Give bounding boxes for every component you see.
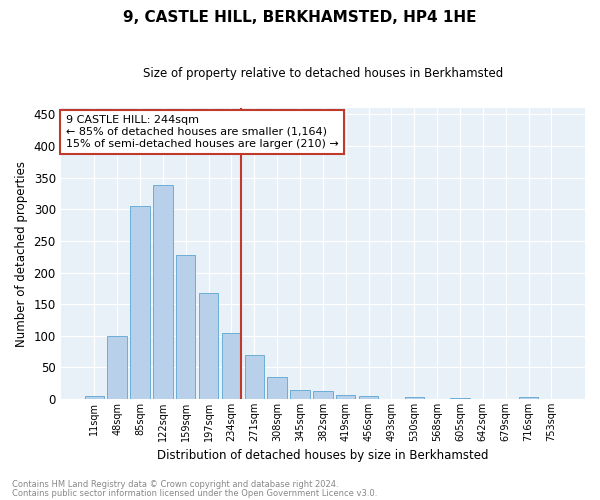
Bar	[199, 294, 218, 399]
Bar	[268, 377, 287, 399]
Text: Contains public sector information licensed under the Open Government Licence v3: Contains public sector information licen…	[12, 489, 377, 498]
Bar	[450, 398, 470, 399]
Y-axis label: Number of detached properties: Number of detached properties	[15, 160, 28, 346]
Bar	[359, 396, 378, 399]
X-axis label: Distribution of detached houses by size in Berkhamsted: Distribution of detached houses by size …	[157, 450, 488, 462]
Title: Size of property relative to detached houses in Berkhamsted: Size of property relative to detached ho…	[143, 68, 503, 80]
Text: 9, CASTLE HILL, BERKHAMSTED, HP4 1HE: 9, CASTLE HILL, BERKHAMSTED, HP4 1HE	[123, 10, 477, 25]
Bar	[176, 255, 196, 399]
Bar	[290, 390, 310, 399]
Bar	[85, 396, 104, 399]
Bar	[153, 185, 173, 399]
Text: Contains HM Land Registry data © Crown copyright and database right 2024.: Contains HM Land Registry data © Crown c…	[12, 480, 338, 489]
Bar	[336, 394, 355, 399]
Bar	[221, 332, 241, 399]
Bar	[313, 391, 332, 399]
Bar	[519, 397, 538, 399]
Bar	[404, 397, 424, 399]
Text: 9 CASTLE HILL: 244sqm
← 85% of detached houses are smaller (1,164)
15% of semi-d: 9 CASTLE HILL: 244sqm ← 85% of detached …	[66, 116, 338, 148]
Bar	[245, 356, 264, 399]
Bar	[130, 206, 149, 399]
Bar	[107, 336, 127, 399]
